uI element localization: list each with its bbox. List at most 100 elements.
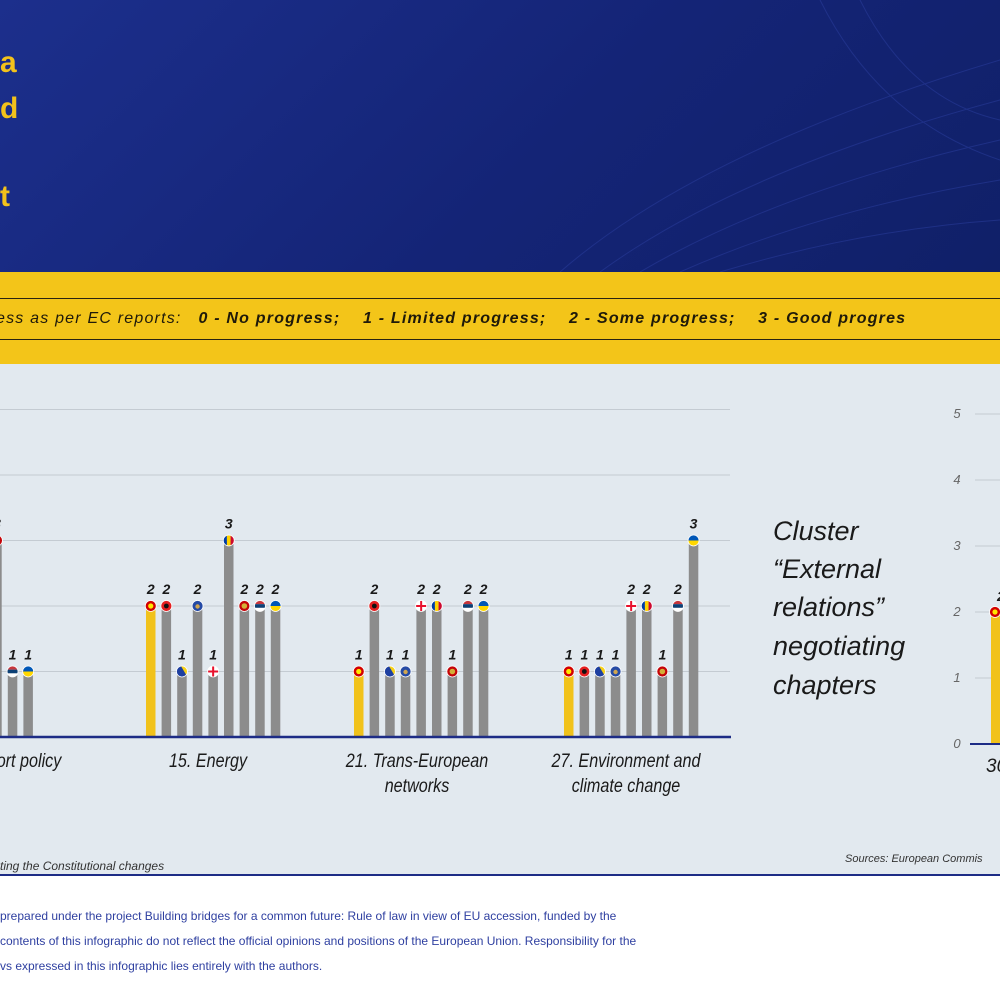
flag-border xyxy=(640,600,653,612)
bar xyxy=(642,606,652,737)
flag-border xyxy=(415,600,428,612)
data-label: 1 xyxy=(658,647,666,663)
flag-fill xyxy=(238,600,250,612)
flag-border xyxy=(6,665,19,678)
flag-triangle xyxy=(388,666,396,677)
flag-emblem xyxy=(659,668,666,675)
flag-icon-montenegro xyxy=(0,535,3,546)
flag-red-stripe xyxy=(230,535,235,546)
flag-border xyxy=(0,535,3,546)
flag-icon-serbia xyxy=(462,600,474,612)
header-banner: a d t xyxy=(0,0,1000,272)
bar xyxy=(463,606,473,737)
flag-fill xyxy=(610,666,622,677)
flag-icon-kosovo xyxy=(609,665,622,678)
flag-eagle xyxy=(581,669,587,674)
flag-red-field xyxy=(0,535,3,546)
flag-border xyxy=(352,665,365,678)
sources-note: Sources: European Commis xyxy=(845,853,983,865)
flag-icon-serbia xyxy=(254,600,266,612)
flag-fill xyxy=(989,606,1000,618)
flag-blue-half xyxy=(270,600,282,606)
flag-cross-h xyxy=(207,670,219,673)
footer-line-2: contents of this infographic do not refl… xyxy=(0,934,637,948)
flag-fill xyxy=(641,600,653,612)
flag-sun xyxy=(992,609,998,615)
data-label: 2 xyxy=(193,581,202,597)
flag-map xyxy=(195,604,200,609)
flag-fill xyxy=(176,666,188,677)
bar xyxy=(146,606,156,737)
flag-sun xyxy=(148,603,154,609)
data-label: 2 xyxy=(673,581,682,597)
header-texture xyxy=(559,0,1000,272)
cluster-title-line-1: Cluster xyxy=(773,516,860,546)
flag-fill xyxy=(578,666,590,677)
flag-border xyxy=(160,600,173,612)
flag-border xyxy=(462,600,474,612)
flag-fill xyxy=(462,600,474,612)
bar xyxy=(192,606,203,737)
flag-sun xyxy=(566,668,572,675)
flag-icon-ukraine xyxy=(477,600,490,612)
flag-fill xyxy=(688,535,700,546)
flag-fill xyxy=(0,535,3,546)
flag-cross-h xyxy=(625,605,637,607)
bar xyxy=(579,671,590,737)
flag-border xyxy=(578,665,591,678)
y-tick-label: 4 xyxy=(953,472,960,487)
flag-blue-stripe xyxy=(462,604,474,608)
flag-red-stripe xyxy=(672,600,684,605)
flag-icon-montenegro xyxy=(656,665,669,678)
category-label: ort policy xyxy=(0,750,62,772)
data-label: 2 xyxy=(271,581,280,597)
flag-border xyxy=(625,600,638,612)
data-label: 1 xyxy=(9,647,17,663)
footer-disclaimer: prepared under the project Building brid… xyxy=(0,904,637,979)
flag-yellow-stripe xyxy=(226,535,231,546)
flag-white-stripe xyxy=(462,607,474,612)
flag-yellow-stripe xyxy=(644,600,649,612)
flag-fill xyxy=(478,600,490,612)
flag-blue-stripe xyxy=(641,600,645,612)
title-fragment-2: d xyxy=(0,92,19,125)
footer-line-1: prepared under the project Building brid… xyxy=(0,909,617,923)
legend-frame xyxy=(0,298,1000,340)
flag-icon-georgia xyxy=(625,600,638,612)
flag-icon-bosnia xyxy=(176,665,188,678)
bar xyxy=(991,612,1000,744)
flag-blue-half xyxy=(688,535,700,541)
flag-border xyxy=(144,600,157,612)
flag-icon-montenegro xyxy=(238,600,251,612)
bar xyxy=(447,671,458,737)
flag-blue-field xyxy=(594,666,606,677)
flag-icon-albania xyxy=(368,600,381,612)
flag-border xyxy=(609,665,622,678)
category-label: 30 xyxy=(986,756,1000,777)
flag-fill xyxy=(625,600,637,612)
flag-border xyxy=(254,600,266,612)
bar xyxy=(610,671,621,737)
data-label: 1 xyxy=(386,647,394,663)
flag-blue-stripe xyxy=(672,604,684,608)
data-label: 1 xyxy=(355,647,363,663)
flag-icon-albania xyxy=(160,600,173,612)
flag-icon-montenegro xyxy=(446,665,459,678)
cluster-title-line-3: relations” xyxy=(773,592,885,622)
flag-red-stripe xyxy=(438,600,443,612)
flag-blue-half xyxy=(22,666,34,672)
flag-red-stripe xyxy=(254,600,266,605)
flag-fill xyxy=(145,600,157,612)
data-label: 2 xyxy=(996,588,1000,604)
flag-icon-north-macedonia xyxy=(989,606,1000,618)
category-label: climate change xyxy=(572,775,681,797)
flag-icon-north-macedonia xyxy=(352,665,365,678)
data-label: 1 xyxy=(565,647,573,663)
flag-icon-bosnia xyxy=(594,665,606,678)
title-fragment-3: t xyxy=(0,180,10,213)
flag-map xyxy=(613,669,618,675)
flag-blue-stripe xyxy=(431,600,435,612)
data-label: 1 xyxy=(178,647,186,663)
data-label: 2 xyxy=(369,581,378,597)
flag-border xyxy=(656,665,669,678)
